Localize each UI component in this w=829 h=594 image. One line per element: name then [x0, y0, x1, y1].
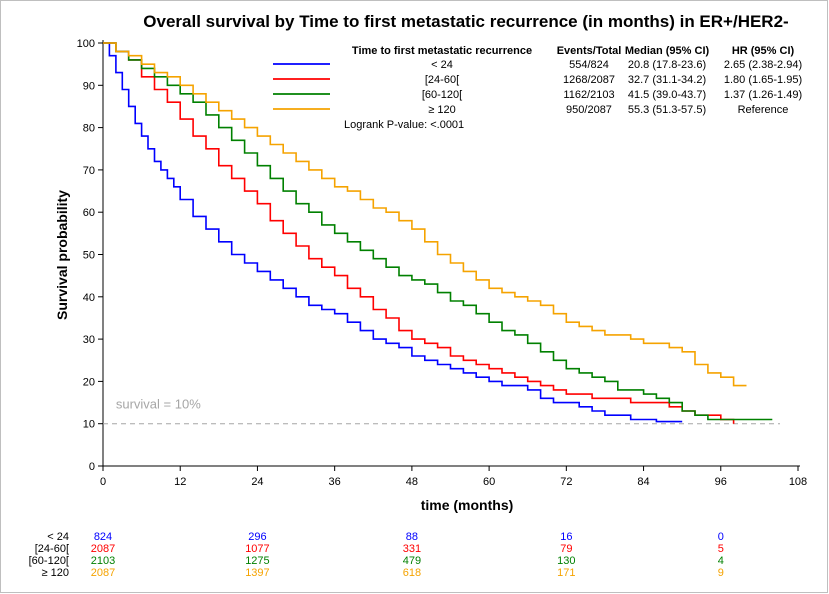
- survival-curve-3: [103, 42, 747, 387]
- y-tick-label-6: 60: [83, 207, 95, 219]
- legend-median-1: 32.7 (31.1-34.2): [628, 74, 706, 86]
- risk-value-1-1: 1077: [245, 543, 269, 555]
- risk-row-label-1: [24-60[: [35, 543, 69, 555]
- y-tick-label-4: 40: [83, 292, 95, 304]
- risk-value-0-3: 16: [560, 531, 572, 543]
- y-tick-label-9: 90: [83, 80, 95, 92]
- x-tick-label-1: 12: [174, 476, 186, 488]
- legend-group-0: < 24: [431, 59, 453, 71]
- y-tick-label-5: 50: [83, 250, 95, 262]
- legend-group-3: ≥ 120: [428, 104, 455, 116]
- risk-value-3-1: 1397: [245, 567, 269, 579]
- risk-value-3-4: 9: [718, 567, 724, 579]
- risk-row-label-0: < 24: [47, 531, 69, 543]
- legend-hr-2: 1.37 (1.26-1.49): [724, 89, 802, 101]
- reference-line-label: survival = 10%: [116, 397, 201, 412]
- y-axis-label: Survival probability: [54, 190, 70, 320]
- risk-value-3-3: 171: [557, 567, 575, 579]
- risk-value-1-0: 2087: [91, 543, 115, 555]
- x-tick-label-8: 96: [715, 476, 727, 488]
- number-at-risk-table: < 24 824 296 88 16 0 [24-60[ 2087 1077 331 79 5 [60-…: [29, 531, 724, 579]
- legend-hr-1: 1.80 (1.65-1.95): [724, 74, 802, 86]
- risk-row-label-2: [60-120[: [29, 555, 69, 567]
- survival-curves: [103, 42, 773, 424]
- reference-line: survival = 10%: [103, 397, 780, 425]
- y-tick-label-0: 0: [89, 461, 95, 473]
- risk-value-0-4: 0: [718, 531, 724, 543]
- legend-hr-3: Reference: [738, 104, 789, 116]
- risk-value-2-1: 1275: [245, 555, 269, 567]
- legend-header-events: Events/Total: [557, 45, 622, 57]
- legend-events-0: 554/824: [569, 59, 609, 71]
- y-tick-label-8: 80: [83, 123, 95, 135]
- y-tick-label-2: 20: [83, 376, 95, 388]
- legend-median-0: 20.8 (17.8-23.6): [628, 59, 706, 71]
- risk-value-0-0: 824: [94, 531, 112, 543]
- risk-value-1-3: 79: [560, 543, 572, 555]
- risk-value-2-3: 130: [557, 555, 575, 567]
- x-tick-label-2: 24: [251, 476, 263, 488]
- survival-curve-2: [103, 42, 773, 421]
- risk-value-2-2: 479: [403, 555, 421, 567]
- survival-curve-0: [103, 42, 683, 423]
- x-tick-label-4: 48: [406, 476, 418, 488]
- legend-events-1: 1268/2087: [563, 74, 615, 86]
- legend-header-group: Time to first metastatic recurrence: [352, 45, 532, 57]
- chart-title: Overall survival by Time to first metast…: [143, 12, 788, 31]
- legend-header-median: Median (95% CI): [625, 45, 710, 57]
- risk-value-1-2: 331: [403, 543, 421, 555]
- legend-events-2: 1162/2103: [563, 89, 614, 101]
- risk-value-1-4: 5: [718, 543, 724, 555]
- x-tick-label-6: 72: [560, 476, 572, 488]
- x-tick-label-7: 84: [637, 476, 649, 488]
- x-tick-label-9: 108: [789, 476, 807, 488]
- legend-median-3: 55.3 (51.3-57.5): [628, 104, 706, 116]
- logrank-pvalue: Logrank P-value: <.0001: [344, 119, 464, 131]
- x-tick-label-3: 36: [329, 476, 341, 488]
- survival-curve-1: [103, 42, 735, 424]
- risk-value-3-2: 618: [403, 567, 421, 579]
- risk-value-0-1: 296: [248, 531, 266, 543]
- y-tick-label-1: 10: [83, 419, 95, 431]
- risk-value-0-2: 88: [406, 531, 418, 543]
- risk-row-label-3: ≥ 120: [42, 567, 69, 579]
- y-tick-label-3: 30: [83, 334, 95, 346]
- legend-events-3: 950/2087: [566, 104, 612, 116]
- legend-median-2: 41.5 (39.0-43.7): [628, 89, 706, 101]
- legend-hr-0: 2.65 (2.38-2.94): [724, 59, 802, 71]
- y-tick-label-7: 70: [83, 165, 95, 177]
- y-tick-label-10: 100: [77, 38, 95, 50]
- legend-header-hr: HR (95% CI): [732, 45, 795, 57]
- axes: 0 10 20 30 40 50 60 70 80 90 100 0 12 24 36 48 60 72 84 96 1…: [77, 38, 808, 488]
- risk-value-2-4: 4: [718, 555, 724, 567]
- x-axis-label: time (months): [421, 497, 514, 513]
- risk-value-3-0: 2087: [91, 567, 115, 579]
- risk-value-2-0: 2103: [91, 555, 115, 567]
- legend-group-1: [24-60[: [425, 74, 459, 86]
- x-tick-label-0: 0: [100, 476, 106, 488]
- legend: Time to first metastatic recurrence Event…: [273, 45, 802, 131]
- x-tick-label-5: 60: [483, 476, 495, 488]
- legend-group-2: [60-120[: [422, 89, 462, 101]
